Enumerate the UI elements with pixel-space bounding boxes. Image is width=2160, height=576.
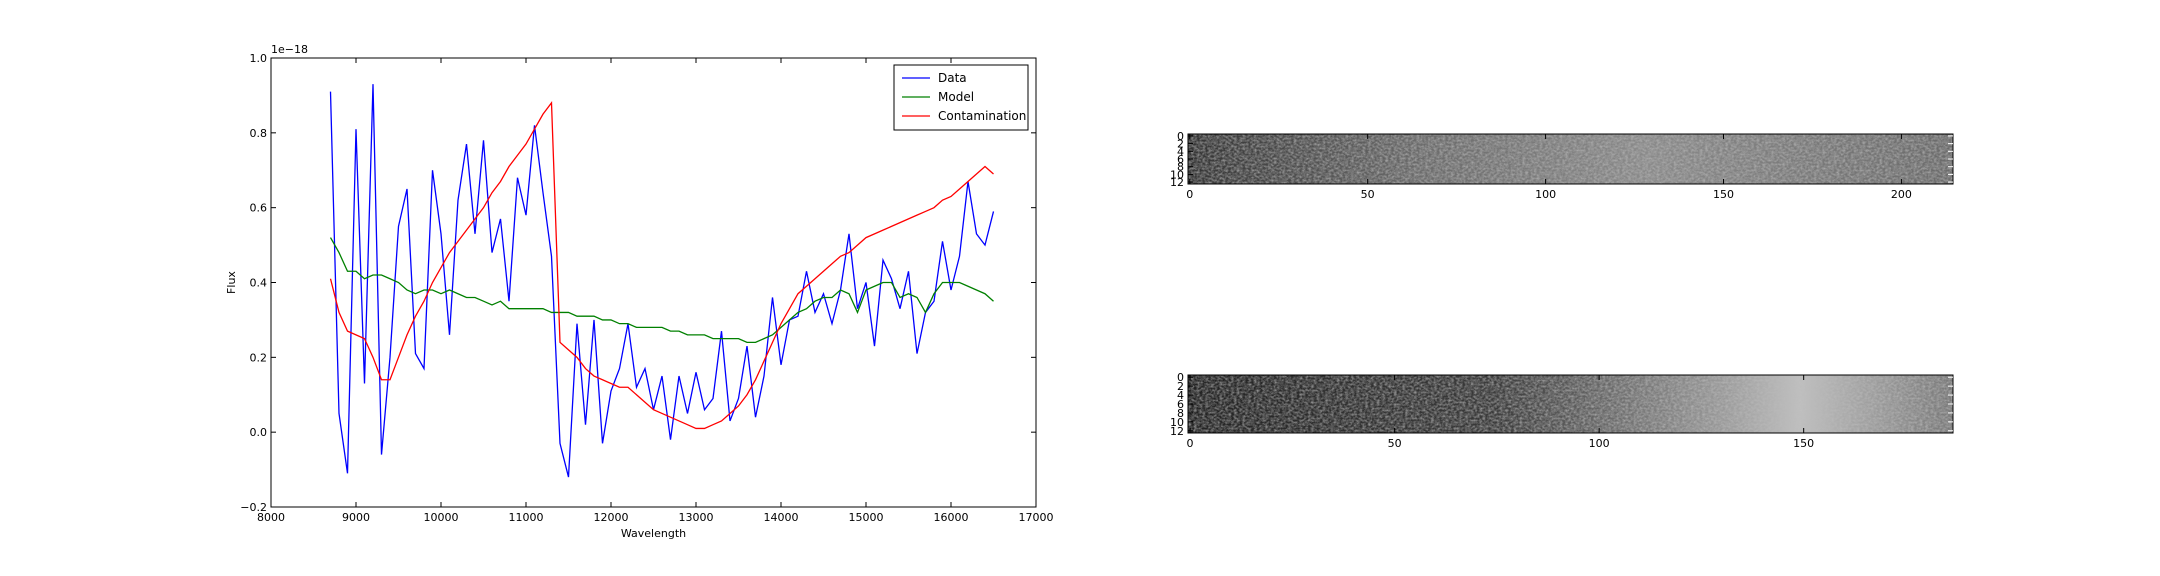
y-tick-label: 1.0 [250,52,268,65]
y-tick-label: 0.2 [250,351,268,364]
y-tick-label: 0.8 [250,127,268,140]
image-noise [1188,134,1953,184]
x-tick-label: 50 [1388,437,1402,450]
y-tick-label: 0.6 [250,202,268,215]
y-tick-label: 0.0 [250,426,268,439]
y-tick-label: 8 [1177,161,1184,174]
x-tick-label: 100 [1589,437,1610,450]
y-tick-label: 2 [1177,380,1184,393]
y-tick-label: 4 [1177,389,1184,402]
y-tick-label: 12 [1170,176,1184,189]
x-tick-label: 150 [1713,188,1734,201]
image-noise [1188,375,1953,433]
data-line [329,101,994,430]
x-tick-label: 16000 [934,511,969,524]
y-tick-label: 12 [1170,425,1184,438]
y-tick-label: −0.2 [240,501,267,514]
legend-label: Data [938,71,967,85]
x-tick-label: 15000 [849,511,884,524]
x-tick-label: 200 [1891,188,1912,201]
x-tick-label: 13000 [679,511,714,524]
x-tick-label: 12000 [594,511,629,524]
x-tick-label: 14000 [764,511,799,524]
y-tick-label: 6 [1177,398,1184,411]
x-tick-label: 8000 [257,511,285,524]
x-tick-label: 11000 [509,511,544,524]
y-tick-label: 8 [1177,407,1184,420]
x-tick-label: 0 [1187,437,1194,450]
legend-label: Contamination [938,109,1026,123]
y-offset-label: 1e−18 [271,43,308,56]
x-tick-label: 17000 [1019,511,1054,524]
data-line [329,84,995,478]
y-tick-label: 10 [1170,416,1184,429]
y-tick-label: 0.4 [250,277,268,290]
x-axis-label: Wavelength [621,527,686,540]
y-tick-label: 2 [1177,138,1184,151]
x-tick-label: 50 [1361,188,1375,201]
x-tick-label: 150 [1793,437,1814,450]
x-tick-label: 0 [1186,188,1193,201]
legend-label: Model [938,90,974,104]
x-tick-label: 100 [1535,188,1556,201]
x-tick-label: 10000 [424,511,459,524]
data-line [329,237,994,344]
y-axis-label: Flux [225,271,238,294]
y-tick-label: 0 [1177,130,1184,143]
y-tick-label: 6 [1177,153,1184,166]
y-tick-label: 0 [1177,371,1184,384]
x-tick-label: 9000 [342,511,370,524]
y-tick-label: 4 [1177,145,1184,158]
y-tick-label: 10 [1170,168,1184,181]
